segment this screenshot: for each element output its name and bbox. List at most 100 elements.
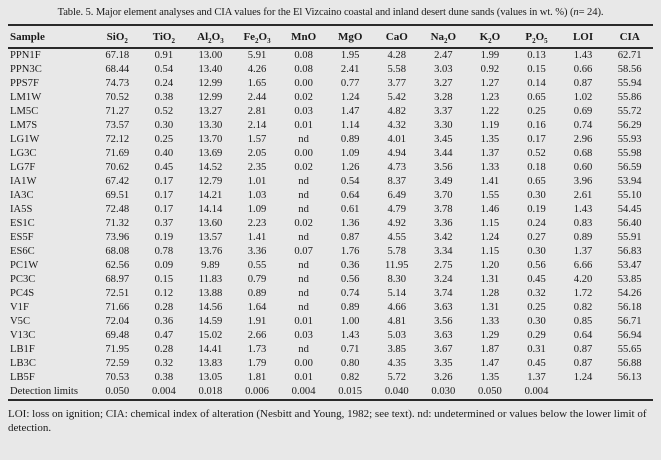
value-cell: 0.01 bbox=[294, 316, 313, 327]
scanned-table-page: Table. 5. Major element analyses and CIA… bbox=[8, 7, 653, 434]
value-cell: 0.004 bbox=[524, 386, 549, 397]
value-cell: 2.23 bbox=[247, 218, 267, 229]
value-cell: 0.02 bbox=[294, 218, 313, 229]
value-cell: 3.30 bbox=[434, 120, 453, 131]
value-cell: 2.05 bbox=[247, 148, 267, 159]
table-row: LM5C 71.27 0.52 13.27 2.81 0.03 1.47 4.82 3.37 1.… bbox=[8, 105, 653, 119]
value-cell: 0.61 bbox=[340, 204, 360, 215]
value-cell: 1.20 bbox=[480, 260, 500, 271]
value-cell: 72.48 bbox=[105, 204, 130, 215]
value-cell: 1.81 bbox=[247, 372, 267, 383]
value-cell: 4.94 bbox=[387, 148, 407, 159]
value-cell: 0.03 bbox=[294, 330, 313, 341]
value-cell: 0.64 bbox=[340, 190, 360, 201]
value-cell: 0.87 bbox=[573, 78, 593, 89]
value-cell: 71.66 bbox=[105, 302, 130, 313]
column-header-mgo: MgO bbox=[326, 25, 374, 49]
sample-cell: V1F bbox=[10, 302, 29, 313]
value-cell: 13.88 bbox=[198, 288, 223, 299]
column-header-na2o: Na2O bbox=[420, 25, 467, 49]
value-cell: 0.45 bbox=[527, 274, 546, 285]
column-header-k2o: K2O bbox=[466, 25, 514, 49]
value-cell: 4.81 bbox=[387, 316, 407, 327]
sample-cell: Detection limits bbox=[10, 386, 78, 397]
value-cell: 1.37 bbox=[527, 372, 546, 383]
value-cell: 0.52 bbox=[154, 106, 174, 117]
value-cell: 3.74 bbox=[434, 288, 453, 299]
value-cell: 0.71 bbox=[340, 344, 360, 355]
value-cell: 4.79 bbox=[387, 204, 407, 215]
value-cell: 53.94 bbox=[617, 176, 642, 187]
value-cell: 4.32 bbox=[387, 120, 407, 131]
value-cell: 0.050 bbox=[105, 386, 130, 397]
value-cell: 73.96 bbox=[105, 232, 130, 243]
value-cell: 0.24 bbox=[154, 78, 174, 89]
value-cell: 0.37 bbox=[154, 218, 174, 229]
value-cell: 1.35 bbox=[480, 134, 500, 145]
value-cell: 3.35 bbox=[434, 358, 453, 369]
value-cell: 0.17 bbox=[154, 204, 174, 215]
value-cell: 0.40 bbox=[154, 148, 174, 159]
value-cell: 1.26 bbox=[340, 162, 360, 173]
column-header-fe2o3: Fe2O3 bbox=[233, 25, 281, 49]
table-row: PPS7F 74.73 0.24 12.99 1.65 0.00 0.77 3.77 3.27 1… bbox=[8, 77, 653, 91]
value-cell: 1.09 bbox=[340, 148, 360, 159]
value-cell: 3.78 bbox=[434, 204, 453, 215]
value-cell: 1.19 bbox=[480, 120, 500, 131]
value-cell: 0.55 bbox=[247, 260, 267, 271]
sample-cell: LB3C bbox=[10, 358, 36, 369]
value-cell: 0.56 bbox=[340, 274, 360, 285]
value-cell: 13.40 bbox=[198, 64, 223, 75]
table-body: PPN1F 67.18 0.91 13.00 5.91 0.08 1.95 4.28 2.47 1… bbox=[8, 48, 653, 400]
value-cell: 0.30 bbox=[527, 316, 546, 327]
value-cell: 55.10 bbox=[617, 190, 642, 201]
value-cell: 0.74 bbox=[573, 120, 593, 131]
sample-cell: PC4S bbox=[10, 288, 35, 299]
value-cell: 1.33 bbox=[480, 316, 500, 327]
value-cell: 2.41 bbox=[340, 64, 360, 75]
value-cell: 2.75 bbox=[434, 260, 453, 271]
value-cell: 0.38 bbox=[154, 92, 174, 103]
value-cell: 3.34 bbox=[434, 246, 453, 257]
value-cell: nd bbox=[298, 288, 309, 299]
value-cell: nd bbox=[298, 134, 309, 145]
value-cell: 68.97 bbox=[105, 274, 130, 285]
value-cell: 72.04 bbox=[105, 316, 130, 327]
value-cell: 0.52 bbox=[527, 148, 546, 159]
sample-cell: LM7S bbox=[10, 120, 38, 131]
value-cell: nd bbox=[298, 302, 309, 313]
value-cell: 0.36 bbox=[154, 316, 174, 327]
value-cell: nd bbox=[298, 232, 309, 243]
table-row: LG1W 72.12 0.25 13.70 1.57 nd 0.89 4.01 3.45 1.35… bbox=[8, 133, 653, 147]
value-cell: 0.64 bbox=[573, 330, 593, 341]
value-cell: 6.49 bbox=[387, 190, 407, 201]
table-title-text: Table. 5. Major element analyses and CIA… bbox=[57, 7, 574, 18]
value-cell: 13.60 bbox=[198, 218, 223, 229]
value-cell: 3.49 bbox=[434, 176, 453, 187]
value-cell: 4.82 bbox=[387, 106, 407, 117]
value-cell: 12.99 bbox=[198, 92, 223, 103]
value-cell: 71.32 bbox=[105, 218, 130, 229]
value-cell: nd bbox=[298, 204, 309, 215]
value-cell: 1.23 bbox=[480, 92, 500, 103]
value-cell: 56.71 bbox=[617, 316, 642, 327]
value-cell bbox=[560, 385, 607, 400]
value-cell: 2.61 bbox=[573, 190, 593, 201]
value-cell: 5.78 bbox=[387, 246, 407, 257]
sample-cell: LG3C bbox=[10, 148, 37, 159]
value-cell: 0.89 bbox=[573, 232, 593, 243]
value-cell: 0.83 bbox=[573, 218, 593, 229]
column-header-cia: CIA bbox=[606, 25, 653, 49]
table-row: LM1W 70.52 0.38 12.99 2.44 0.02 1.24 5.42 3.28 1.… bbox=[8, 91, 653, 105]
value-cell: 53.85 bbox=[617, 274, 642, 285]
sample-cell: PC1W bbox=[10, 260, 39, 271]
value-cell: 1.27 bbox=[480, 78, 500, 89]
value-cell: 0.60 bbox=[573, 162, 593, 173]
value-cell: 3.70 bbox=[434, 190, 453, 201]
sample-cell: PPS7F bbox=[10, 78, 39, 89]
value-cell: 1.47 bbox=[340, 106, 360, 117]
value-cell: 6.66 bbox=[573, 260, 593, 271]
value-cell: 1.43 bbox=[573, 50, 593, 61]
table-header: Sample SiO2 TiO2 Al2O3 Fe2O3 MnO MgO CaO Na2O K2O… bbox=[8, 25, 653, 49]
value-cell: 1.95 bbox=[340, 50, 360, 61]
